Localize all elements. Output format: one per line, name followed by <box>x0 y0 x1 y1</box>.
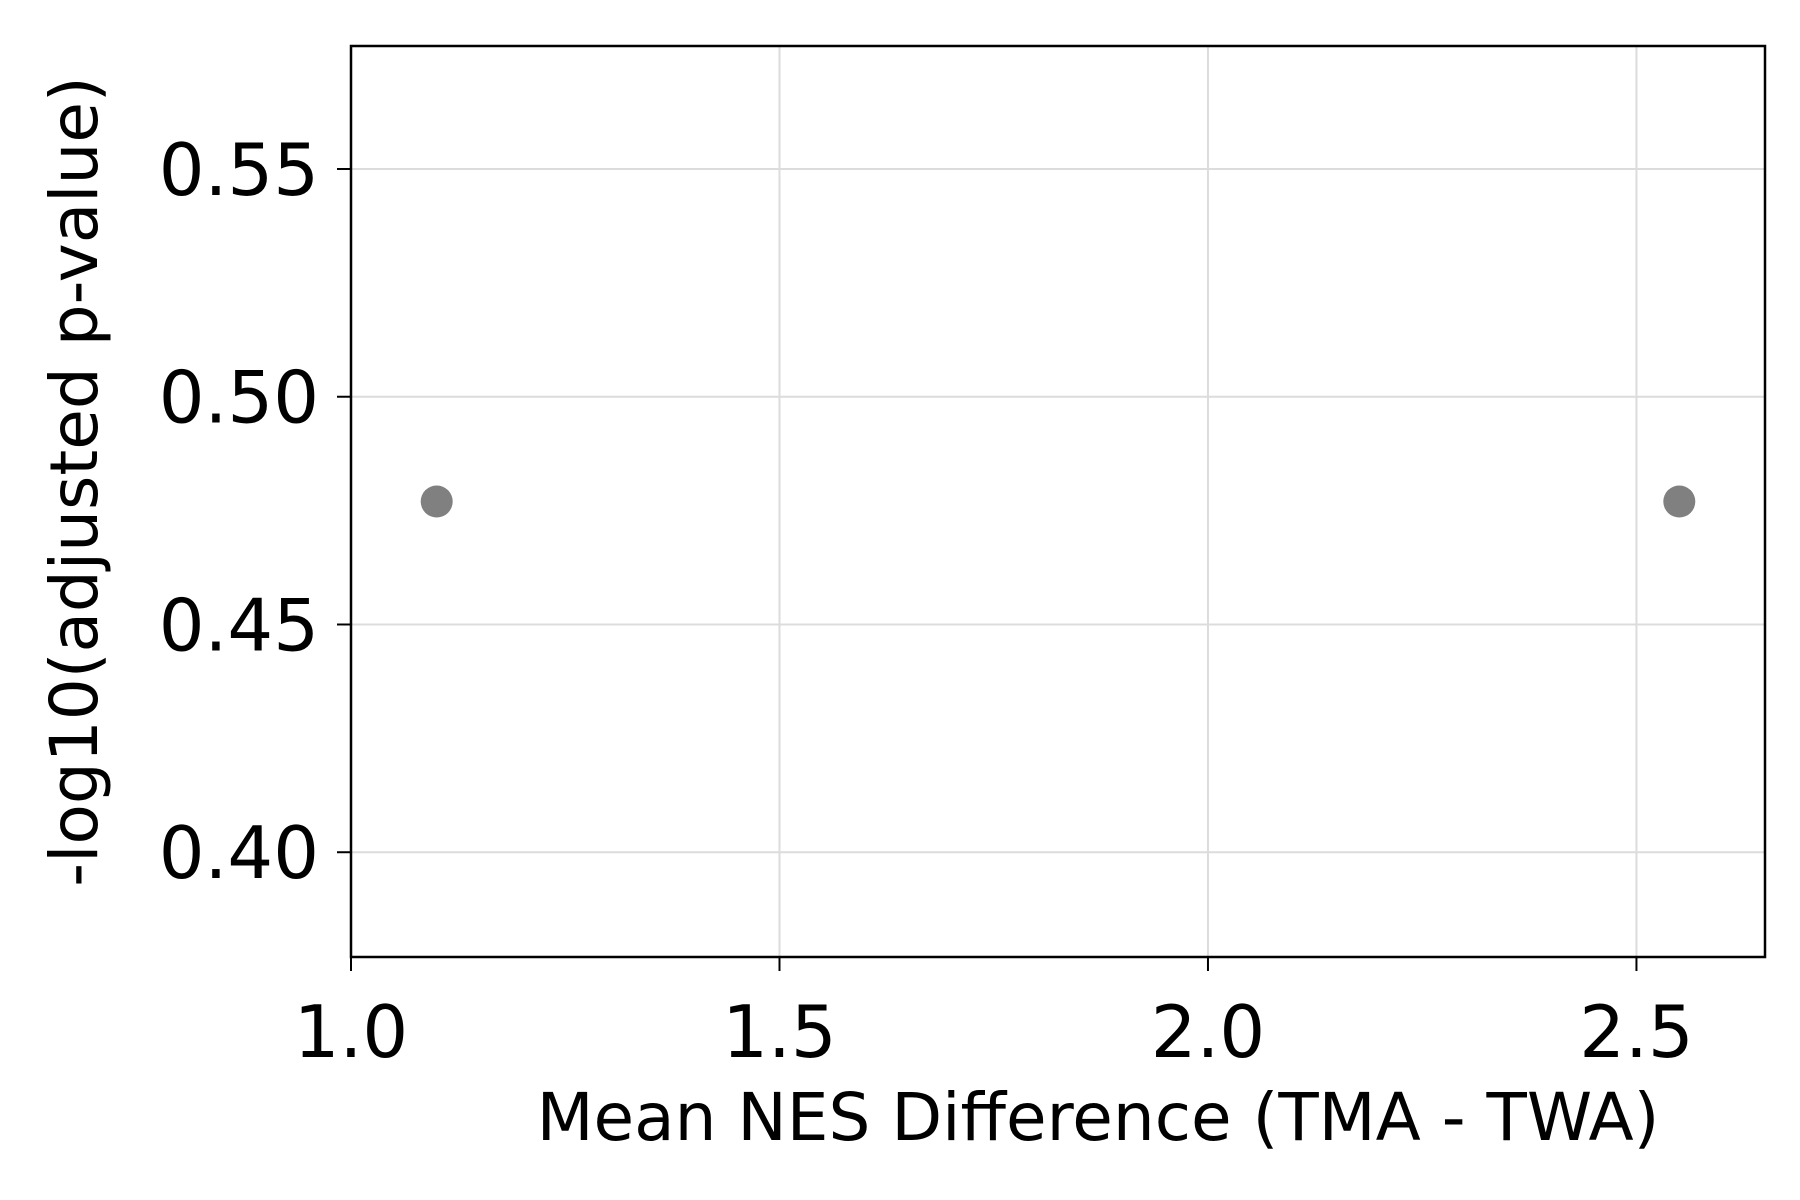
y-tick-label: 0.40 <box>159 811 319 895</box>
data-point <box>1663 485 1696 518</box>
data-point <box>420 485 453 518</box>
x-tick-label: 1.0 <box>294 990 409 1074</box>
y-tick-label: 0.55 <box>159 128 319 212</box>
x-tick-label: 1.5 <box>722 990 837 1074</box>
grid-lines <box>350 46 1765 957</box>
y-tick-label: 0.50 <box>159 356 319 440</box>
plot-frame <box>349 44 1767 959</box>
y-axis-ticks: 0.40 0.45 0.50 0.55 <box>159 128 351 895</box>
x-tick-label: 2.5 <box>1579 990 1694 1074</box>
y-axis-label: -log10(adjusted p-value) <box>36 76 113 886</box>
x-axis-ticks: 1.0 1.5 2.0 2.5 <box>294 957 1694 1074</box>
x-axis-label: Mean NES Difference (TMA - TWA) <box>537 1079 1660 1156</box>
y-tick-label: 0.45 <box>159 583 319 667</box>
x-tick-label: 2.0 <box>1151 990 1266 1074</box>
data-points <box>420 485 1696 518</box>
